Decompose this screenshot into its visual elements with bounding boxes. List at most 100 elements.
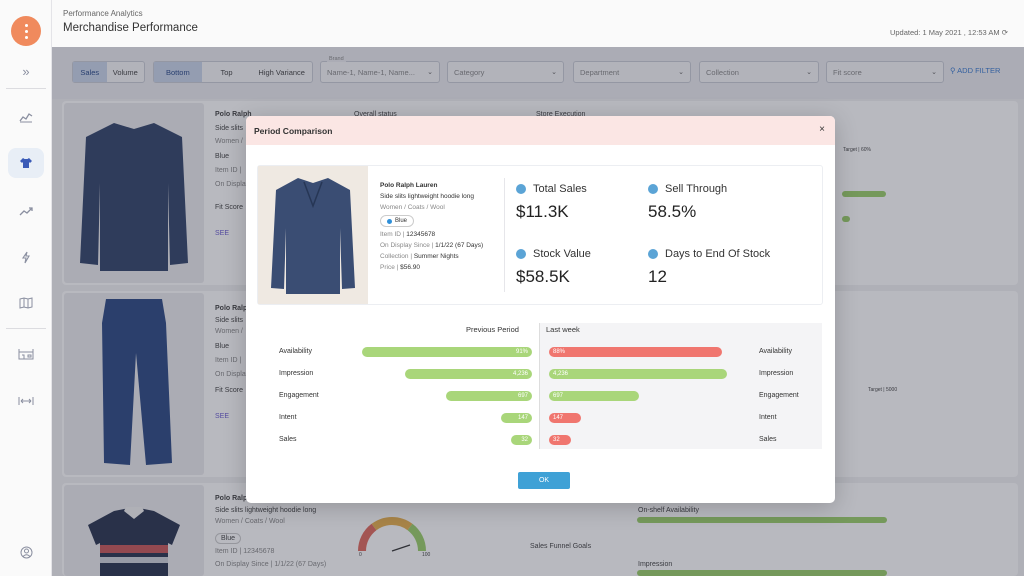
on-display-value: 1/1/22 (67 Days) (435, 242, 484, 249)
row-label-right: Engagement (759, 392, 799, 399)
sidebar-divider (6, 328, 46, 329)
cloud-icon (648, 184, 658, 194)
previous-bar: 697 (446, 391, 532, 401)
bg-row3-display: On Display Since | 1/1/22 (67 Days) (215, 561, 327, 568)
modal-title: Period Comparison (254, 126, 333, 136)
brand-select-value: Name-1, Name-1, Name... (327, 67, 415, 77)
price-label: Price | (380, 264, 401, 271)
bg-see-link[interactable]: SEE (215, 413, 230, 420)
toggle-high-variance[interactable]: High Variance (258, 67, 305, 77)
ok-button[interactable]: OK (518, 472, 570, 489)
last-week-bar: 32 (549, 435, 571, 445)
product-collection: Collection | Summer Nights (380, 251, 483, 262)
toggle-top[interactable]: Top (220, 67, 233, 77)
lightning-icon[interactable] (14, 245, 38, 269)
on-display-label: On Display Since | (380, 242, 436, 249)
page-header: Performance Analytics Merchandise Perfor… (52, 0, 1024, 47)
toggle-bottom[interactable]: Bottom (154, 62, 202, 82)
bg-on-display: On Display (215, 371, 250, 378)
close-icon[interactable]: × (819, 124, 825, 135)
product-summary-card: Polo Ralph Lauren Side slits lightweight… (257, 165, 823, 305)
bg-bar (842, 216, 850, 222)
user-icon[interactable] (14, 540, 38, 564)
row-label-right: Impression (759, 370, 794, 377)
stock-value-value: $58.5K (516, 267, 570, 286)
fit-score-select[interactable]: Fit score ⌄ (826, 61, 944, 83)
bg-fit-score: Fit Score (215, 204, 244, 211)
toggle-sales[interactable]: Sales (73, 62, 107, 82)
bg-overall-status: Overall status (354, 111, 397, 118)
brand-select-label: Brand (327, 56, 346, 62)
collection-select-value: Collection (706, 67, 739, 77)
last-week-panel: Last week 88% Availability 4,236 Impression… (539, 323, 822, 449)
row-label-left: Impression (279, 370, 314, 377)
previous-bar: 91% (362, 347, 532, 357)
bg-see-link[interactable]: SEE (215, 230, 230, 237)
previous-period-panel: Previous Period Availability 91% Impressio… (257, 323, 539, 449)
bg-fit-score: Fit Score (215, 387, 244, 394)
category-select[interactable]: Category ⌄ (447, 61, 564, 83)
last-week-bar: 4,236 (549, 369, 727, 379)
total-sales-label: Total Sales (533, 183, 587, 195)
color-chip: Blue (380, 215, 415, 227)
bg-gauge-min: 0 (359, 552, 362, 558)
last-week-bar: 147 (549, 413, 581, 423)
bg-sub: Side slits (215, 317, 244, 324)
fit-score-select-value: Fit score (833, 67, 862, 77)
total-sales-value: $11.3K (516, 202, 569, 221)
trend-icon[interactable] (14, 199, 38, 223)
bg-path: Women / (215, 328, 243, 335)
previous-bar: 4,236 (405, 369, 532, 379)
bg-store-exec: Store Execution (536, 111, 586, 118)
days-value: 12 (648, 267, 667, 286)
bg-item-id: Item ID | (215, 357, 242, 364)
chevron-down-icon: ⌄ (678, 69, 684, 76)
department-select[interactable]: Department ⌄ (573, 61, 691, 83)
app-logo-icon[interactable] (11, 16, 41, 46)
stock-icon (516, 249, 526, 259)
row-label-left: Sales (279, 436, 297, 443)
add-filter-label: ADD FILTER (957, 66, 1001, 75)
product-thumbnail (64, 293, 204, 475)
stock-value-label: Stock Value (533, 248, 591, 260)
bg-osa: On-shelf Availability (638, 507, 699, 514)
breadcrumb[interactable]: Performance Analytics (63, 9, 143, 18)
row-label-left: Availability (279, 348, 312, 355)
department-select-value: Department (580, 67, 620, 77)
bg-color: Blue (215, 343, 230, 350)
last-week-bar: 697 (549, 391, 639, 401)
sell-through-metric: Sell Through 58.5% (648, 183, 727, 222)
bg-bar (637, 570, 887, 576)
shirt-icon[interactable] (8, 148, 44, 178)
row-label-right: Intent (759, 414, 777, 421)
resize-icon[interactable] (14, 389, 38, 413)
product-image (258, 166, 368, 304)
bg-brand: Polo Ralph (215, 111, 252, 118)
item-id-label: Item ID | (380, 231, 407, 238)
collection-select[interactable]: Collection ⌄ (699, 61, 819, 83)
updated-text: Updated: 1 May 2021 , 12:53 AM (889, 28, 1000, 37)
modal-header: Period Comparison × (246, 116, 835, 145)
store-icon[interactable] (14, 342, 38, 366)
collection-label: Collection | (380, 253, 414, 260)
last-week-title: Last week (546, 325, 580, 334)
bg-bar (637, 517, 887, 523)
line-chart-icon[interactable] (14, 105, 38, 129)
last-week-bar: 88% (549, 347, 722, 357)
map-icon[interactable] (14, 291, 38, 315)
chevrons-right-icon[interactable]: » (22, 63, 30, 79)
sell-through-value: 58.5% (648, 202, 697, 221)
bg-row3-name: Side slits lightweight hoodie long (215, 507, 317, 514)
collection-value: Summer Nights (413, 253, 459, 260)
bg-on-display: On Display (215, 181, 250, 188)
bg-row3-id: Item ID | 12345678 (215, 548, 275, 555)
bg-target: Target | 5000 (868, 387, 898, 393)
brand-select[interactable]: Brand Name-1, Name-1, Name... ⌄ (320, 56, 440, 83)
bg-bar (842, 191, 886, 197)
bg-funnel: Sales Funnel Goals (530, 543, 592, 550)
toggle-volume[interactable]: Volume (112, 67, 138, 77)
refresh-icon[interactable]: ⟳ (1001, 28, 1008, 37)
add-filter-button[interactable]: ⚲ ADD FILTER (950, 66, 1000, 75)
item-id-value: 12345678 (406, 231, 436, 238)
category-select-value: Category (454, 67, 485, 77)
